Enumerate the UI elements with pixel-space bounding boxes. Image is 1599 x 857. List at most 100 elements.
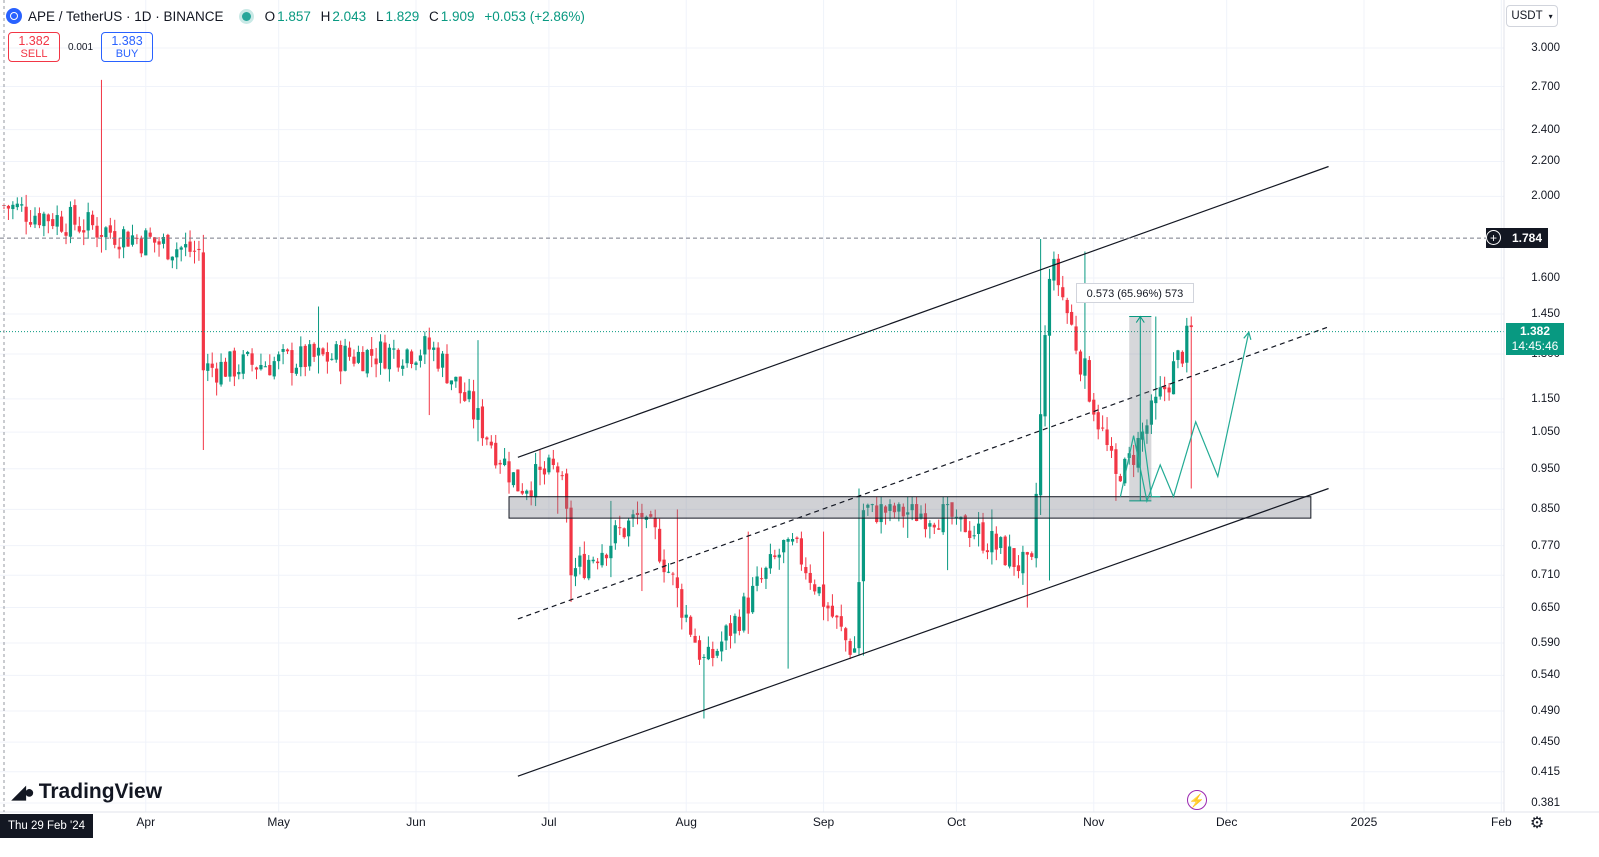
candle-body — [1083, 358, 1087, 376]
candle-body — [627, 520, 631, 537]
price-tick-label: 0.381 — [1531, 797, 1560, 809]
candle-body — [751, 585, 755, 613]
candle-body — [990, 530, 994, 553]
close-value: 1.909 — [440, 8, 475, 24]
candle-body — [525, 490, 529, 494]
candle-body — [777, 554, 781, 558]
candle-body — [529, 490, 533, 497]
open-value: 1.857 — [277, 8, 311, 24]
candle-body — [1021, 551, 1025, 574]
candle-body — [1123, 458, 1127, 484]
spread-value: 0.001 — [68, 42, 94, 53]
candle-body — [790, 538, 795, 542]
candle-body — [179, 247, 183, 250]
candle-body — [321, 348, 325, 355]
candle-body — [799, 538, 803, 565]
candle-body — [551, 458, 555, 465]
candle-body — [835, 615, 839, 618]
candle-body — [1092, 399, 1096, 415]
candle-body — [73, 205, 77, 225]
lightning-icon[interactable]: ⚡ — [1187, 790, 1207, 810]
candle-body — [733, 615, 737, 634]
candle-body — [1074, 326, 1078, 351]
candle-body — [582, 553, 586, 578]
candle-body — [977, 523, 981, 534]
candle-body — [693, 635, 697, 643]
candle-body — [728, 623, 733, 636]
candle-body — [28, 222, 33, 225]
candle-body — [666, 571, 671, 573]
projection-path — [1119, 331, 1250, 504]
candle-body — [706, 646, 710, 660]
candle-body — [1189, 325, 1193, 328]
candle-body — [507, 461, 511, 483]
time-tick-label: Feb — [1490, 815, 1512, 829]
candle-body — [702, 656, 706, 658]
candle-body — [1105, 429, 1109, 446]
candle-body — [689, 616, 693, 635]
candle-body — [622, 528, 626, 538]
add-alert-icon[interactable]: + — [1486, 230, 1501, 245]
time-tick-label: Sep — [812, 815, 835, 829]
candle-body — [281, 349, 285, 352]
candle-body — [1025, 552, 1029, 555]
candle-body — [578, 555, 582, 567]
candle-body — [1034, 493, 1038, 559]
candle-body — [268, 365, 272, 376]
candle-body — [1012, 548, 1016, 567]
symbol-title[interactable]: APE / TetherUS · 1D · BINANCE — [28, 8, 224, 24]
currency-select[interactable]: USDT ▾ — [1506, 5, 1558, 27]
ape-coin-icon — [6, 8, 22, 24]
candle-body — [844, 628, 848, 641]
last-price-tag: 1.382 14:45:46 — [1506, 323, 1564, 355]
candle-body — [653, 518, 657, 528]
candle-body — [600, 552, 604, 566]
alert-price-tag[interactable]: 1.784 — [1486, 228, 1548, 248]
candle-body — [223, 361, 228, 377]
time-tick-label: Nov — [1083, 815, 1105, 829]
candle-body — [1145, 425, 1149, 434]
candle-body — [6, 205, 11, 209]
candle-body — [294, 367, 298, 374]
tradingview-logo[interactable]: ◢● TradingView — [12, 780, 162, 804]
candle-body — [383, 342, 387, 369]
candle-body — [542, 468, 547, 475]
sell-button[interactable]: 1.382 SELL — [8, 32, 60, 62]
candle-body — [1149, 400, 1153, 425]
candle-body — [755, 576, 759, 586]
candle-body — [963, 515, 967, 533]
buy-button[interactable]: 1.383 BUY — [101, 32, 153, 62]
candle-body — [932, 524, 936, 528]
candle-body — [569, 507, 573, 576]
time-tick-label: Oct — [947, 815, 966, 829]
candle-body — [1154, 396, 1158, 404]
price-tick-label: 2.000 — [1531, 190, 1560, 203]
candle-body — [618, 527, 622, 529]
measure-label: 0.573 (65.96%) 573 — [1076, 283, 1194, 303]
candle-body — [370, 349, 374, 356]
candle-body — [161, 236, 166, 244]
candle-body — [852, 648, 857, 653]
candle-body — [108, 225, 112, 233]
market-open-icon — [241, 11, 251, 21]
candle-body — [197, 248, 201, 251]
candle-body — [188, 241, 192, 252]
candle-body — [184, 244, 188, 248]
time-tick-label: Jun — [406, 815, 426, 829]
candle-body — [914, 504, 919, 522]
candle-body — [316, 347, 321, 356]
gear-icon[interactable]: ⚙ — [1529, 815, 1545, 832]
candle-body — [870, 504, 874, 506]
last-price-value: 1.382 — [1519, 324, 1551, 338]
candle-body — [1052, 258, 1056, 281]
candle-body — [361, 351, 365, 372]
candle-body — [981, 522, 985, 551]
candle-body — [782, 539, 786, 553]
candle-body — [126, 231, 130, 247]
candle-body — [937, 528, 941, 530]
channel-lower-line — [517, 487, 1329, 777]
candle-body — [768, 554, 772, 569]
price-tick-label: 0.850 — [1531, 503, 1560, 516]
candle-body — [299, 346, 303, 368]
